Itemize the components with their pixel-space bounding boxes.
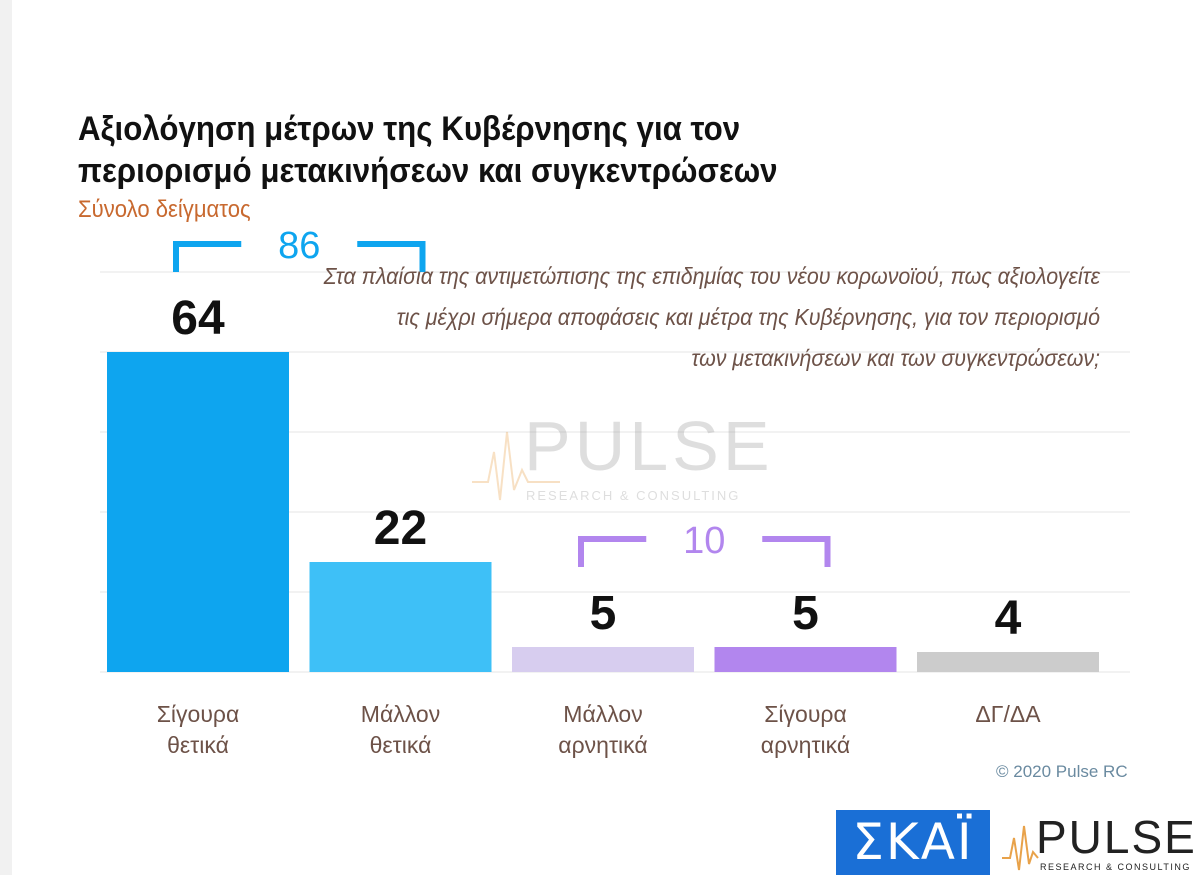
bar <box>512 647 694 672</box>
bar <box>107 352 289 672</box>
group-bracket <box>173 241 242 272</box>
chart-title-line-2: περιορισμό μετακινήσεων και συγκεντρώσεω… <box>78 152 778 190</box>
value-label: 5 <box>792 587 819 640</box>
value-label: 22 <box>374 502 427 555</box>
pulse-heartbeat-icon <box>1002 825 1039 871</box>
value-label: 5 <box>590 587 617 640</box>
category-label: ΔΓ/ΔΑ <box>975 701 1041 727</box>
copyright-note: © 2020 Pulse RC <box>996 762 1128 781</box>
category-labels: Σίγουρα θετικά Μάλλον θετικά Μάλλον αρνητικά Σ… <box>157 701 1042 758</box>
category-label: αρνητικά <box>558 732 647 758</box>
survey-question: Στα πλαίσια της αντιμετώπισης της επιδημ… <box>100 256 1100 379</box>
category-label: θετικά <box>167 732 229 758</box>
watermark-subtitle: RESEARCH & CONSULTING <box>526 488 740 503</box>
group-total-label: 10 <box>683 520 725 562</box>
chart-subtitle: Σύνολο δείγματος <box>78 196 251 223</box>
category-label: Μάλλον <box>563 701 642 727</box>
category-label: Σίγουρα <box>764 701 847 727</box>
category-label: Μάλλον <box>361 701 440 727</box>
value-label: 4 <box>995 592 1022 645</box>
bar <box>309 562 492 672</box>
bar <box>714 647 897 672</box>
pulse-watermark: PULSE RESEARCH & CONSULTING <box>472 407 774 503</box>
group-brackets: 86 10 <box>173 225 831 567</box>
chart-title-line-1: Αξιολόγηση μέτρων της Κυβέρνησης για τον <box>78 110 741 148</box>
group-bracket <box>578 536 647 567</box>
group-bracket <box>762 536 831 567</box>
category-label: θετικά <box>370 732 432 758</box>
skai-logo: ΣΚΑΪ <box>836 810 990 875</box>
survey-question-line-2: τις μέχρι σήμερα αποφάσεις και μέτρα της… <box>396 304 1100 330</box>
pulse-logo: PULSE RESEARCH & CONSULTING <box>1000 808 1196 875</box>
value-label: 64 <box>171 292 225 345</box>
group-total-label: 86 <box>278 225 320 267</box>
bar <box>917 652 1099 672</box>
value-labels: 64 22 5 5 4 <box>171 292 1021 645</box>
survey-question-line-1: Στα πλαίσια της αντιμετώπισης της επιδημ… <box>323 263 1100 289</box>
category-label: αρνητικά <box>761 732 850 758</box>
pulse-logo-subtitle: RESEARCH & CONSULTING <box>1040 862 1191 872</box>
pulse-logo-word: PULSE <box>1036 811 1197 863</box>
left-edge-strip <box>0 0 12 875</box>
group-bracket <box>357 241 426 272</box>
chart-title: Αξιολόγηση μέτρων της Κυβέρνησης για τον… <box>78 108 778 192</box>
survey-question-line-3: των μετακινήσεων και των συγκεντρώσεων; <box>691 345 1100 371</box>
watermark-heartbeat-icon <box>472 431 560 501</box>
watermark-word: PULSE <box>524 407 774 485</box>
bars <box>107 352 1099 672</box>
category-label: Σίγουρα <box>157 701 240 727</box>
